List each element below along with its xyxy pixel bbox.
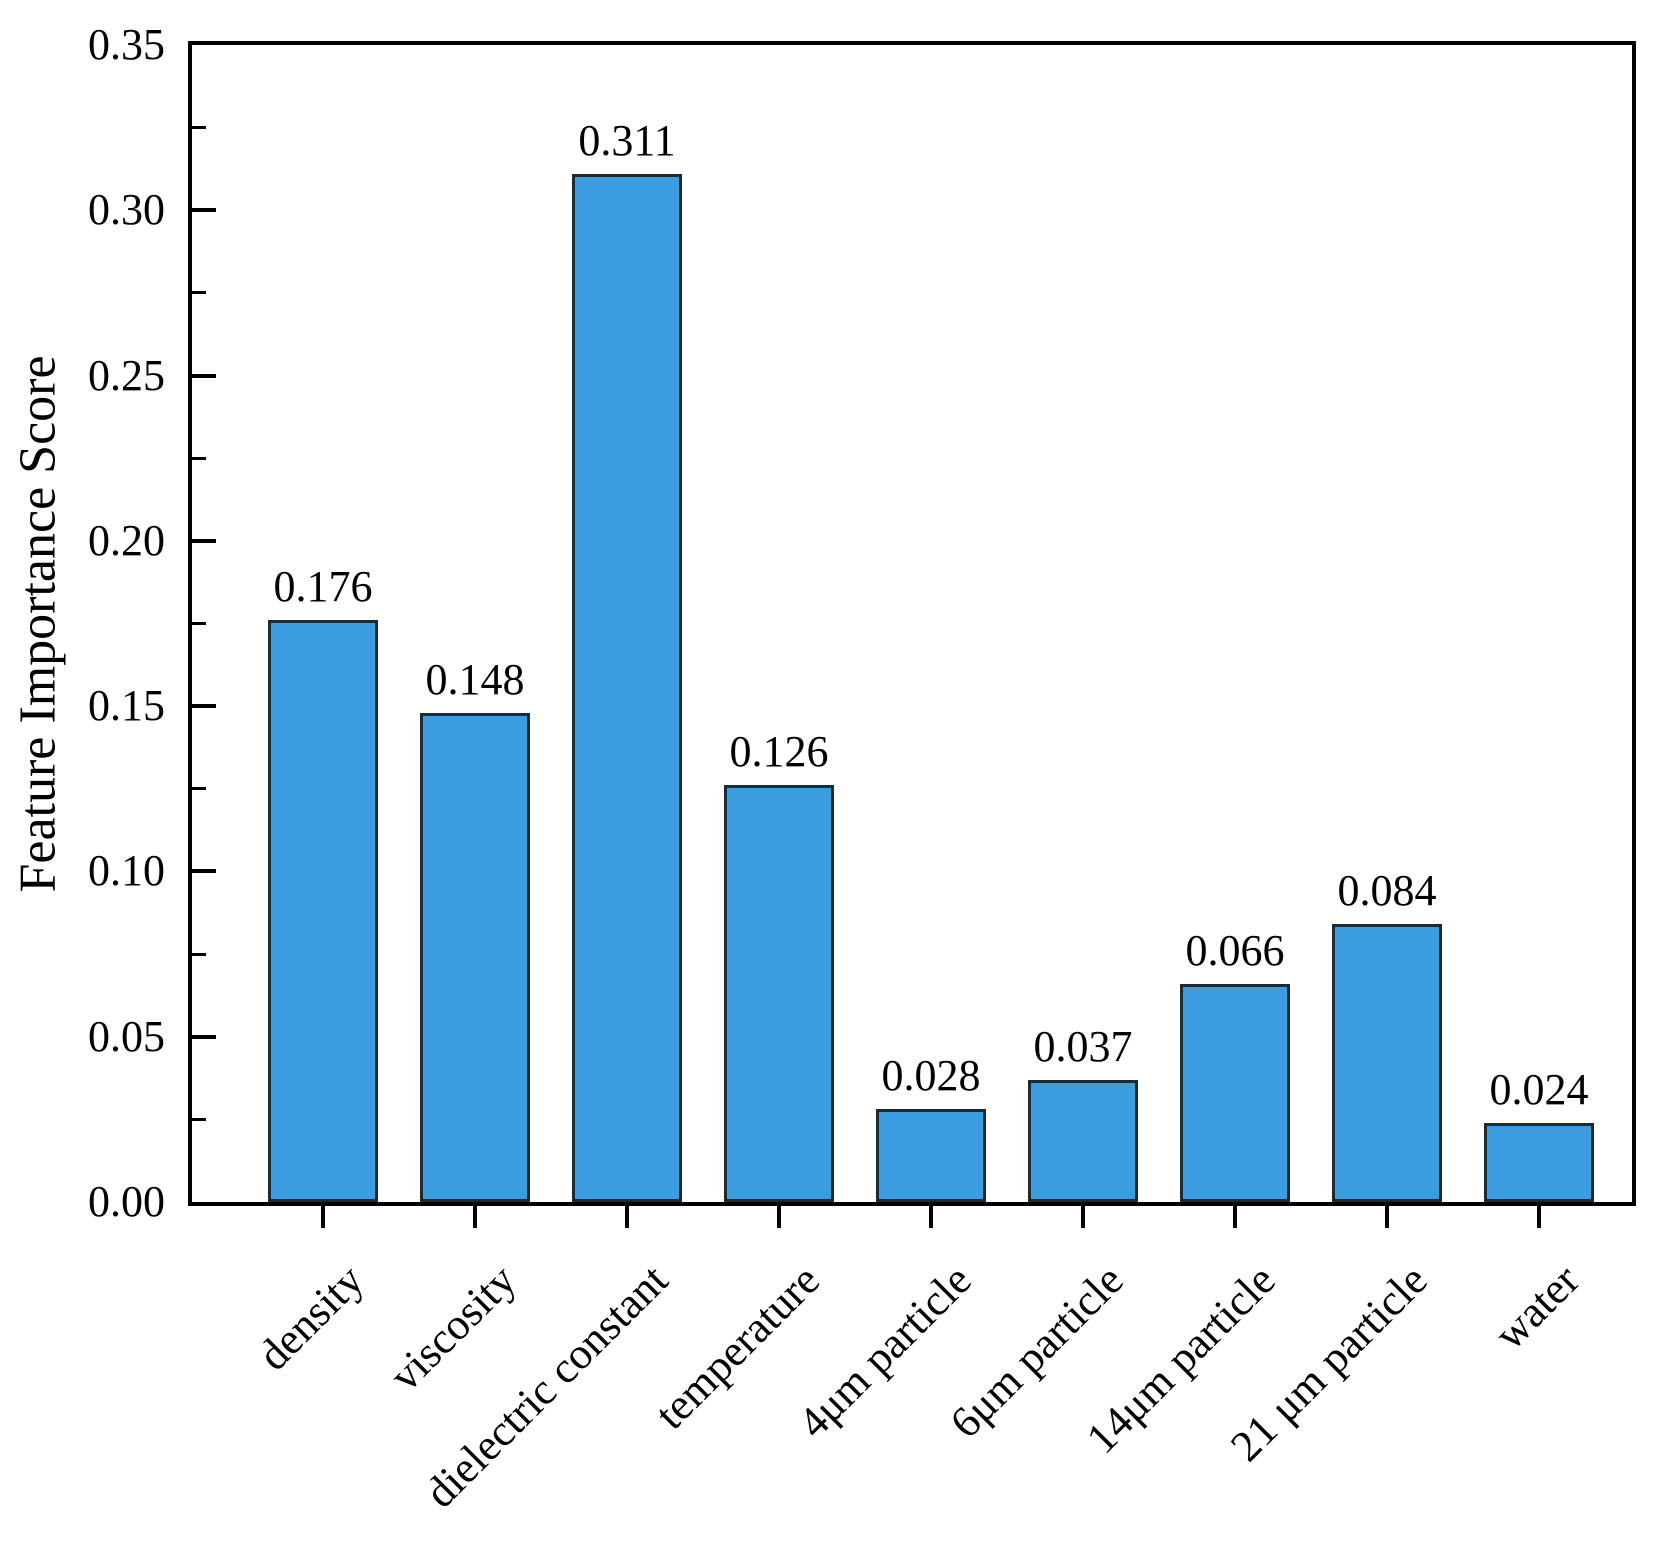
y-tick-label: 0.20: [88, 515, 165, 565]
y-tick-label: 0.25: [88, 350, 165, 400]
bar-value-label: 0.028: [881, 1051, 981, 1100]
y-minor-tick: [192, 622, 206, 625]
y-major-tick: [192, 373, 216, 378]
bar-4μm-particle: [876, 1109, 986, 1202]
y-tick-label: 0.00: [88, 1177, 165, 1226]
y-major-tick: [192, 538, 216, 543]
y-tick-label: 0.35: [88, 20, 165, 69]
bar-temperature: [724, 785, 834, 1202]
bar-viscosity: [420, 713, 530, 1202]
y-tick-label: 0.05: [88, 1011, 165, 1061]
x-tick: [321, 1206, 325, 1228]
bar-6μm-particle: [1028, 1080, 1138, 1202]
x-tick: [1385, 1206, 1389, 1228]
y-tick-label: 0.30: [88, 185, 165, 235]
bar-value-label: 0.126: [729, 727, 829, 776]
y-major-tick: [192, 704, 216, 709]
bar-value-label: 0.037: [1033, 1022, 1133, 1071]
y-minor-tick: [192, 291, 206, 295]
bar-21-μm-particle: [1332, 924, 1442, 1202]
bar-value-label: 0.311: [578, 116, 676, 165]
x-tick: [473, 1206, 477, 1228]
x-tick: [1081, 1206, 1085, 1228]
y-minor-tick: [192, 456, 206, 460]
bar-value-label: 0.148: [425, 655, 525, 704]
y-major-tick: [192, 208, 216, 213]
x-category-label: viscosity: [379, 1255, 525, 1401]
bar-density: [268, 620, 378, 1202]
bar-water: [1484, 1123, 1594, 1202]
y-tick-label: 0.10: [88, 846, 165, 896]
x-tick: [1537, 1206, 1541, 1228]
x-tick: [1233, 1206, 1237, 1228]
y-axis-title: Feature Importance Score: [9, 354, 67, 893]
x-tick: [929, 1206, 933, 1228]
bar-value-label: 0.024: [1489, 1065, 1589, 1114]
y-minor-tick: [192, 1117, 206, 1121]
bar-value-label: 0.066: [1185, 926, 1285, 975]
bar-value-label: 0.084: [1337, 866, 1437, 915]
y-minor-tick: [192, 787, 206, 791]
x-category-label: water: [1485, 1255, 1589, 1360]
x-tick: [625, 1206, 629, 1228]
bar-value-label: 0.176: [273, 562, 373, 611]
y-minor-tick: [192, 952, 206, 956]
x-tick: [777, 1206, 781, 1228]
bar-14μm-particle: [1180, 984, 1290, 1202]
y-major-tick: [192, 869, 216, 874]
y-tick-label: 0.15: [88, 681, 165, 731]
y-minor-tick: [192, 126, 206, 130]
x-category-label: density: [248, 1255, 373, 1380]
y-major-tick: [192, 1034, 216, 1039]
bar-dielectric-constant: [572, 174, 682, 1202]
